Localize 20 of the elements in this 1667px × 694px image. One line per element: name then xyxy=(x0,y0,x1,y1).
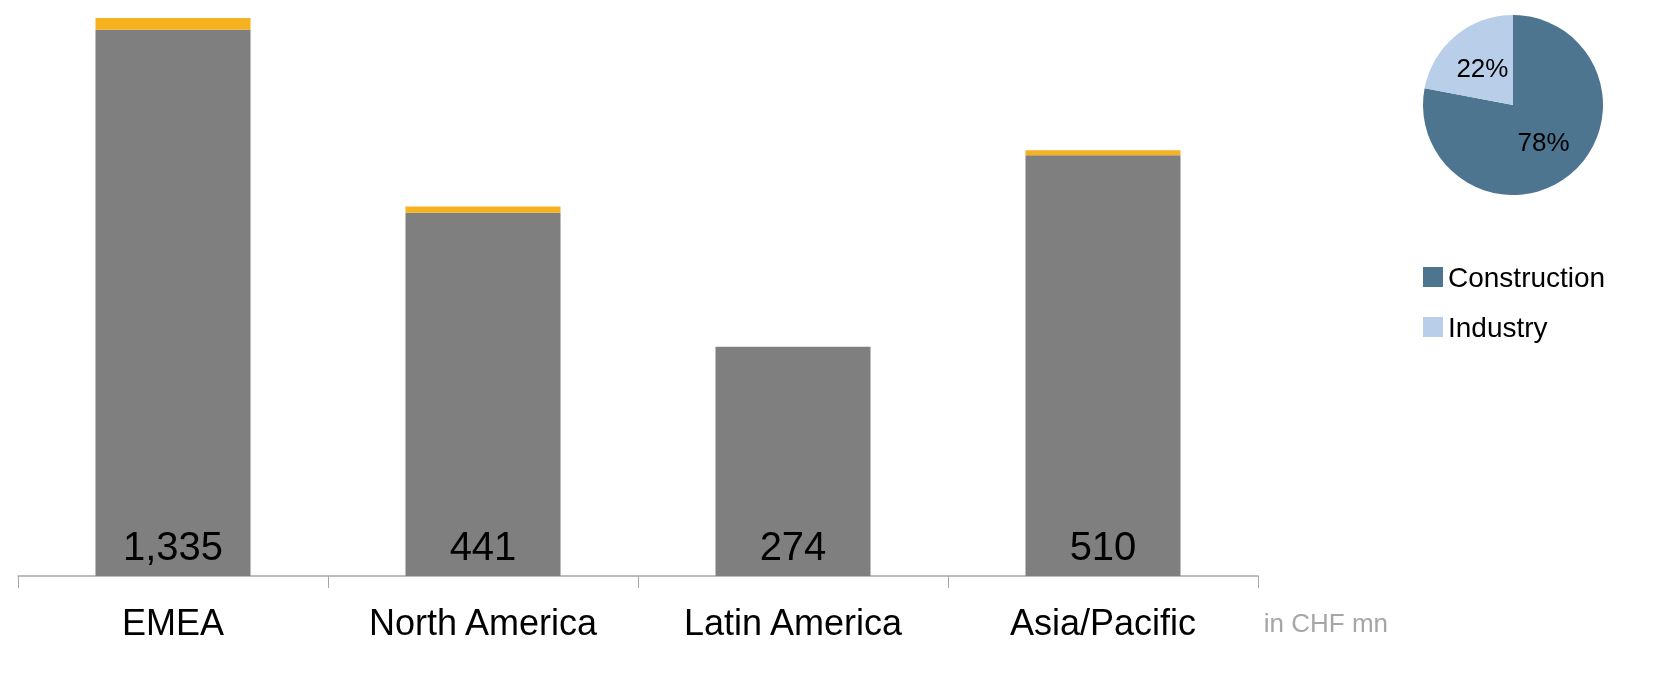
x-tick-label: Asia/Pacific xyxy=(1009,601,1197,643)
legend-label: Construction xyxy=(1448,261,1606,293)
annotation: 1,335 xyxy=(122,524,224,568)
bar xyxy=(405,212,561,576)
text: in CHF mn xyxy=(1263,608,1389,638)
legend-label: Industry xyxy=(1448,311,1548,343)
bar xyxy=(405,206,561,213)
bar xyxy=(1025,155,1181,576)
annotation: 274 xyxy=(759,524,827,568)
data-label: 22% xyxy=(1456,53,1509,84)
data-label: 78% xyxy=(1517,126,1570,157)
annotation: 510 xyxy=(1069,524,1137,568)
bar xyxy=(95,18,251,30)
x-tick-label: Latin America xyxy=(683,601,904,643)
bar xyxy=(715,346,871,576)
bar xyxy=(95,29,251,576)
x-tick-label: North America xyxy=(368,601,599,643)
bar xyxy=(1025,150,1181,156)
x-tick-label: EMEA xyxy=(121,601,225,643)
annotation: 441 xyxy=(449,524,517,568)
